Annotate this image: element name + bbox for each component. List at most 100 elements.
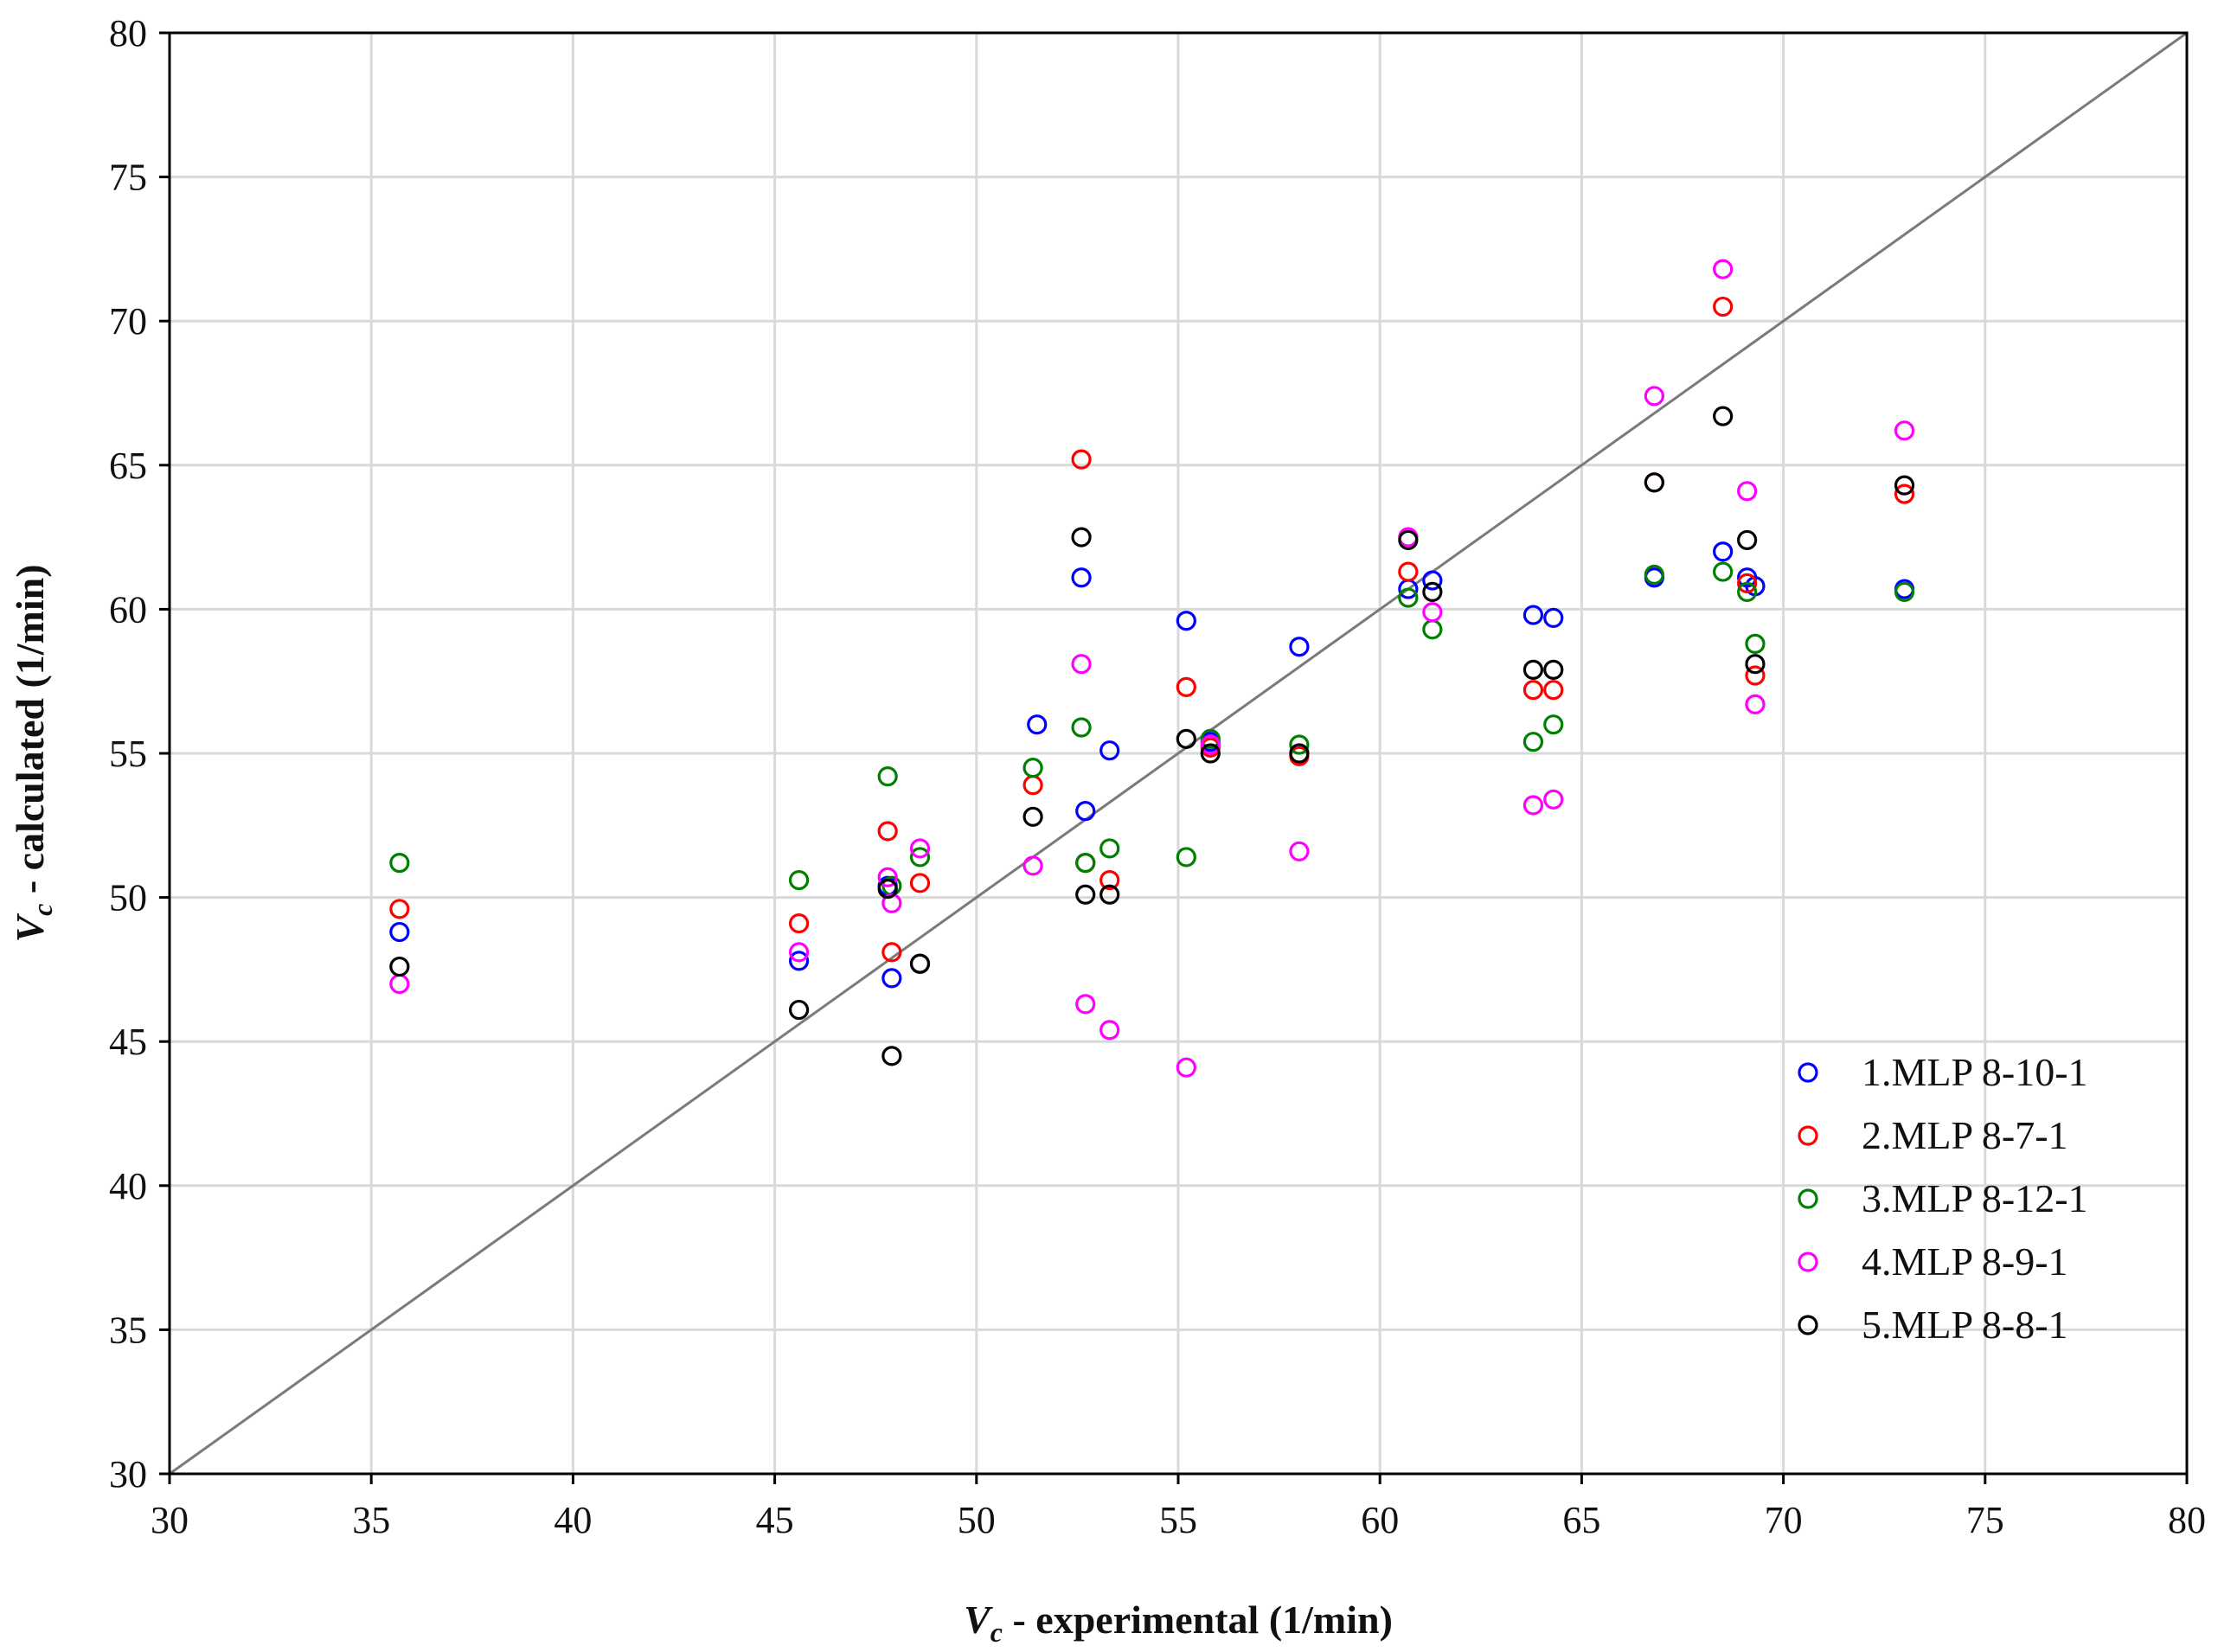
data-point (1894, 420, 1915, 441)
data-point (1737, 529, 1758, 551)
data-point (1398, 529, 1419, 551)
x-tick-labels: 30 35 40 45 50 55 60 65 70 75 80 (151, 1499, 2206, 1541)
data-point (1176, 676, 1196, 697)
data-point (1713, 296, 1734, 317)
data-point (881, 968, 902, 989)
data-point (1200, 743, 1221, 764)
data-point (1071, 717, 1092, 738)
data-point (1200, 728, 1221, 749)
data-point (1071, 654, 1092, 675)
x-tick-label: 35 (352, 1499, 390, 1541)
data-point (1289, 637, 1310, 657)
series-5 (389, 406, 1915, 1066)
data-point (1737, 581, 1758, 603)
x-axis-title: Vc - experimental (1/min) (964, 1598, 1393, 1648)
data-point (877, 867, 898, 887)
data-point (881, 1046, 902, 1066)
data-point (1422, 602, 1443, 623)
data-point (1075, 853, 1096, 874)
data-point (1099, 1020, 1120, 1041)
data-point (1075, 801, 1096, 822)
data-point (1713, 541, 1734, 562)
data-point (1737, 481, 1758, 502)
legend: 1.MLP 8-10-1 2.MLP 8-7-1 3.MLP 8-12-1 4.MLP… (1798, 1050, 2088, 1347)
data-point (1022, 806, 1043, 827)
data-point (1894, 581, 1915, 603)
x-tick-label: 40 (554, 1499, 592, 1541)
data-point (1522, 605, 1544, 625)
x-tick-label: 45 (756, 1499, 794, 1541)
data-point (1644, 472, 1664, 493)
y-tick-label: 50 (109, 877, 147, 919)
x-tick-label: 60 (1361, 1499, 1399, 1541)
y-tick-labels: 30 35 40 45 50 55 60 65 70 75 80 (109, 12, 147, 1495)
data-point (1522, 659, 1544, 680)
data-point (909, 838, 931, 859)
data-point (1713, 259, 1734, 279)
data-point (389, 921, 410, 943)
series-4 (389, 259, 1915, 1078)
legend-item: 4.MLP 8-9-1 (1798, 1239, 2068, 1284)
data-point (1737, 573, 1758, 594)
data-point (1745, 654, 1766, 675)
y-tick-label: 30 (109, 1453, 147, 1495)
data-point (1289, 734, 1310, 755)
data-point (1398, 561, 1419, 582)
series-2 (389, 296, 1915, 963)
legend-marker (1798, 1252, 1818, 1272)
data-point (1022, 758, 1043, 778)
legend-item: 5.MLP 8-8-1 (1798, 1303, 2068, 1347)
data-point (1075, 884, 1096, 905)
data-point (1745, 694, 1766, 714)
identity-reference-line (169, 31, 2188, 1476)
data-point (1027, 714, 1048, 735)
data-point (877, 879, 898, 900)
legend-label: 2.MLP 8-7-1 (1862, 1113, 2068, 1157)
x-tick-label: 30 (151, 1499, 189, 1541)
data-point (1422, 581, 1443, 603)
y-tick-label: 60 (109, 588, 147, 631)
data-point (1071, 527, 1092, 547)
data-point (1289, 743, 1310, 764)
data-point (1543, 789, 1564, 810)
data-point (1099, 870, 1120, 891)
data-point (1713, 406, 1734, 426)
data-point (1543, 680, 1564, 701)
axis-ticks (159, 31, 2189, 1484)
data-point (1644, 386, 1664, 407)
y-tick-label: 80 (109, 12, 147, 54)
legend-label: 5.MLP 8-8-1 (1862, 1303, 2068, 1347)
data-point (1176, 1057, 1196, 1078)
data-point (1289, 841, 1310, 861)
data-point (1075, 994, 1096, 1015)
data-point (1071, 567, 1092, 588)
y-tick-label: 65 (109, 445, 147, 487)
data-point (1099, 838, 1120, 859)
data-point (788, 912, 810, 934)
data-point (909, 873, 931, 893)
data-point (1713, 561, 1734, 582)
data-point (1894, 475, 1915, 496)
data-point (1745, 665, 1766, 686)
x-tick-label: 70 (1765, 1499, 1803, 1541)
y-tick-label: 35 (109, 1309, 147, 1351)
data-point (877, 766, 898, 787)
x-tick-label: 55 (1159, 1499, 1197, 1541)
data-point (1099, 740, 1120, 761)
legend-marker (1798, 1315, 1818, 1335)
legend-label: 1.MLP 8-10-1 (1862, 1050, 2088, 1094)
data-point (1894, 483, 1915, 504)
data-point (1422, 619, 1443, 640)
data-point (389, 973, 410, 995)
series-3 (389, 561, 1915, 896)
data-point (1022, 855, 1043, 876)
data-point (1176, 611, 1196, 631)
y-tick-label: 55 (109, 733, 147, 775)
legend-label: 4.MLP 8-9-1 (1862, 1239, 2068, 1284)
data-point (389, 899, 410, 919)
x-tick-label: 50 (958, 1499, 996, 1541)
data-point (1176, 728, 1196, 749)
x-tick-label: 80 (2168, 1499, 2206, 1541)
data-point (1022, 775, 1043, 796)
